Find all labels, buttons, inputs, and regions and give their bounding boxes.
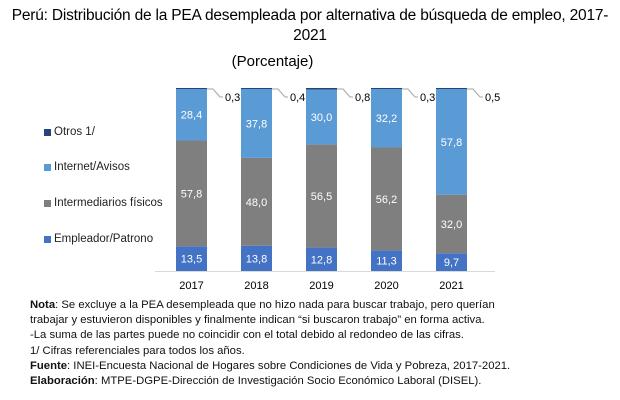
data-label-outside: 0,8 — [355, 92, 370, 104]
credit-line: Elaboración: MTPE-DGPE-Dirección de Inve… — [30, 374, 510, 389]
legend-label-otros: Otros 1/ — [54, 126, 95, 138]
x-tick-label: 2018 — [244, 280, 268, 290]
chart-title-line2: 2021 — [293, 27, 327, 44]
data-label: 30,0 — [311, 112, 332, 124]
chart-notes: Nota: Se excluye a la PEA desempleada qu… — [30, 298, 510, 389]
stacked-bar-chart: 13,5 57,8 28,4 0,3 2017 13,8 48,0 37,8 0,4 2018 12… — [155, 88, 500, 290]
credit-label: Elaboración — [30, 375, 95, 388]
legend-swatch-intermediarios — [44, 199, 51, 207]
bar-segment — [176, 140, 207, 247]
data-label: 56,2 — [376, 194, 397, 206]
chart-title: Perú: Distribución de la PEA desempleada… — [0, 6, 620, 46]
bar-segment — [241, 245, 272, 271]
bar-segment — [436, 253, 467, 271]
bar-segment — [241, 88, 272, 89]
bar-segment — [241, 157, 272, 246]
data-label-outside: 0,3 — [420, 92, 435, 104]
bar-segment — [371, 147, 402, 251]
bar-segment — [176, 246, 207, 271]
bar-segment — [436, 88, 467, 195]
source-line: Fuente: INEI-Encuesta Nacional de Hogare… — [30, 359, 510, 374]
leader-line — [272, 88, 288, 98]
legend-label-empleador: Empleador/Patrono — [54, 233, 154, 245]
data-label-outside: 0,5 — [485, 92, 500, 104]
legend-swatch-otros — [44, 128, 51, 136]
bar-segment — [241, 88, 272, 158]
data-label: 11,3 — [376, 256, 397, 268]
note-text: : Se excluye a la PEA desempleada que no… — [55, 299, 495, 311]
note-line-3: -La suma de las partes puede no coincidi… — [30, 329, 464, 342]
legend-label-intermediarios: Intermediarios físicos — [54, 197, 163, 209]
data-label: 9,7 — [444, 257, 459, 269]
bar-segment — [306, 144, 337, 248]
bar-segment — [436, 88, 467, 89]
bar-segment — [306, 88, 337, 90]
data-label-outside: 0,4 — [290, 92, 305, 104]
source-label: Fuente — [30, 359, 68, 372]
bar-segment — [371, 88, 402, 148]
credit-text: : MTPE-DGPE-Dirección de Investigación S… — [94, 375, 482, 388]
x-tick-label: 2017 — [179, 280, 203, 290]
legend-swatch-internet — [44, 163, 51, 171]
data-label: 12,8 — [311, 254, 332, 266]
leader-line — [402, 88, 418, 98]
chart-title-line1: Perú: Distribución de la PEA desempleada… — [11, 7, 609, 24]
data-label: 57,8 — [441, 137, 462, 149]
bar-segment — [176, 88, 207, 141]
note-label: Nota — [30, 299, 56, 311]
data-label: 28,4 — [181, 110, 202, 122]
leader-line — [467, 88, 483, 98]
bar-segment — [176, 88, 207, 89]
data-label: 32,2 — [376, 113, 397, 125]
note-line-4: 1/ Cifras referenciales para todos los a… — [30, 344, 245, 357]
x-tick-label: 2020 — [374, 280, 398, 290]
bar-segment — [436, 194, 467, 254]
leader-line — [207, 88, 223, 98]
data-label: 32,0 — [441, 219, 462, 231]
legend-item-otros: Otros 1/ — [44, 125, 95, 139]
data-label: 13,5 — [181, 254, 202, 266]
data-label: 56,5 — [311, 191, 332, 203]
bar-segment — [306, 247, 337, 271]
chart-subtitle: (Porcentaje) — [231, 53, 314, 70]
leader-line — [337, 88, 353, 98]
data-label: 48,0 — [246, 197, 267, 209]
legend-item-empleador: Empleador/Patrono — [44, 232, 153, 246]
bar-segment — [306, 89, 337, 145]
legend-item-intermediarios: Intermediarios físicos — [44, 196, 163, 210]
legend-item-internet: Internet/Avisos — [44, 160, 130, 174]
note-line-1: Nota: Se excluye a la PEA desempleada qu… — [30, 298, 510, 313]
source-text: : INEI-Encuesta Nacional de Hogares sobr… — [67, 359, 511, 372]
bar-segment — [371, 88, 402, 89]
data-label-outside: 0,3 — [225, 92, 240, 104]
note-line-2: trabajar y estuvieron disponibles y fina… — [30, 314, 485, 327]
data-label: 37,8 — [246, 118, 267, 130]
legend-label-internet: Internet/Avisos — [54, 161, 130, 173]
data-label: 13,8 — [246, 253, 267, 265]
x-tick-label: 2021 — [439, 280, 463, 290]
data-label: 57,8 — [181, 188, 202, 200]
legend-swatch-empleador — [44, 235, 51, 243]
x-tick-label: 2019 — [309, 280, 333, 290]
bar-segment — [371, 250, 402, 271]
